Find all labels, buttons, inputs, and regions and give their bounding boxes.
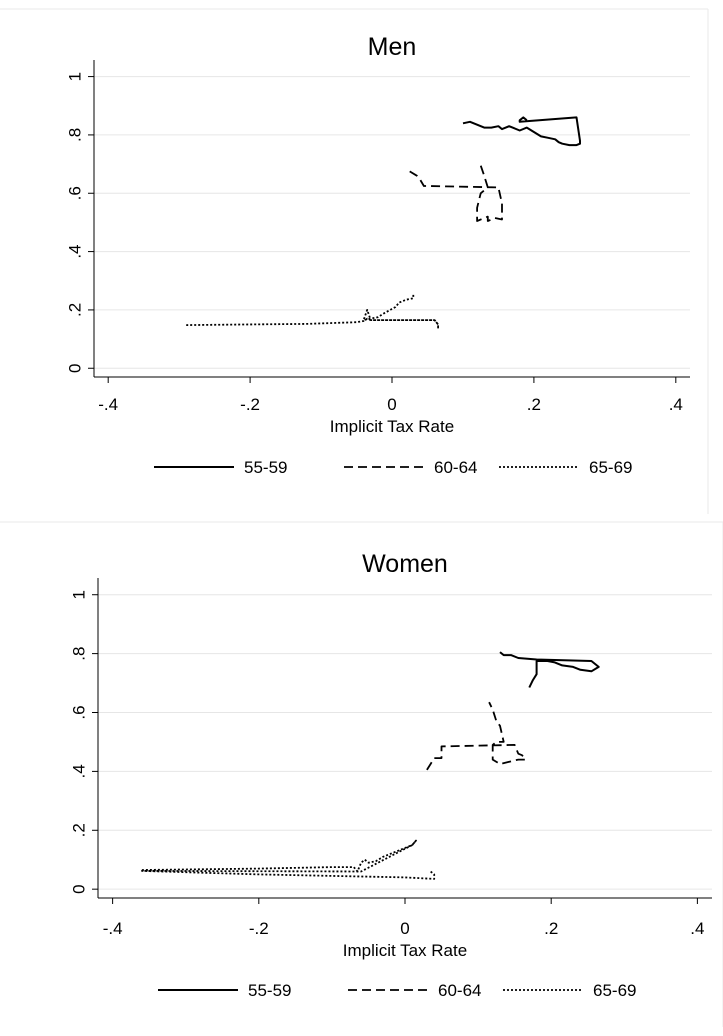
x-tick-label: -.4: [103, 919, 123, 938]
series-line-65-69: [186, 293, 439, 330]
y-tick-label: .8: [69, 647, 88, 661]
x-axis-label: Implicit Tax Rate: [343, 941, 467, 960]
legend-label: 65-69: [589, 458, 632, 477]
legend-label: 60-64: [438, 981, 481, 1000]
x-tick-label: -.4: [98, 395, 118, 414]
y-tick-label: .2: [69, 823, 88, 837]
legend-label: 55-59: [248, 981, 291, 1000]
x-tick-label: .4: [690, 919, 704, 938]
y-tick-label: .4: [69, 764, 88, 778]
series-line-60-64: [409, 165, 503, 222]
series-line-55-59: [462, 116, 581, 147]
x-tick-label: .2: [527, 395, 541, 414]
y-tick-label: .8: [65, 128, 84, 142]
y-tick-label: 0: [69, 884, 88, 893]
x-tick-label: .4: [669, 395, 683, 414]
x-axis-label: Implicit Tax Rate: [330, 417, 454, 436]
series-line-60-64: [426, 701, 527, 771]
x-tick-label: 0: [400, 919, 409, 938]
chart-title: Women: [362, 550, 448, 578]
chart-panel-men: Men 0 .2 .4 .6 .8 1 -.4 -.2 0 .2 .4 Implicit Tax Rat…: [0, 8, 709, 514]
y-tick-label: 1: [69, 590, 88, 599]
y-tick-label: .6: [65, 186, 84, 200]
series-line-65-69: [141, 839, 436, 880]
legend-label: 65-69: [593, 981, 636, 1000]
x-tick-label: .2: [544, 919, 558, 938]
y-tick-label: .6: [69, 705, 88, 719]
y-tick-label: .2: [65, 303, 84, 317]
chart-panel-women: Women 0 .2 .4 .6 .8 1 -.4 -.2 0 .2 .4 Implicit Tax R…: [0, 521, 723, 1027]
series-line-55-59: [499, 651, 600, 688]
legend-label: 60-64: [434, 458, 477, 477]
legend-label: 55-59: [244, 458, 287, 477]
x-tick-label: -.2: [240, 395, 260, 414]
chart-title: Men: [368, 33, 417, 61]
y-tick-label: 1: [65, 72, 84, 81]
x-tick-label: -.2: [249, 919, 269, 938]
y-tick-label: 0: [65, 364, 84, 373]
x-tick-label: 0: [387, 395, 396, 414]
y-tick-label: .4: [65, 244, 84, 258]
